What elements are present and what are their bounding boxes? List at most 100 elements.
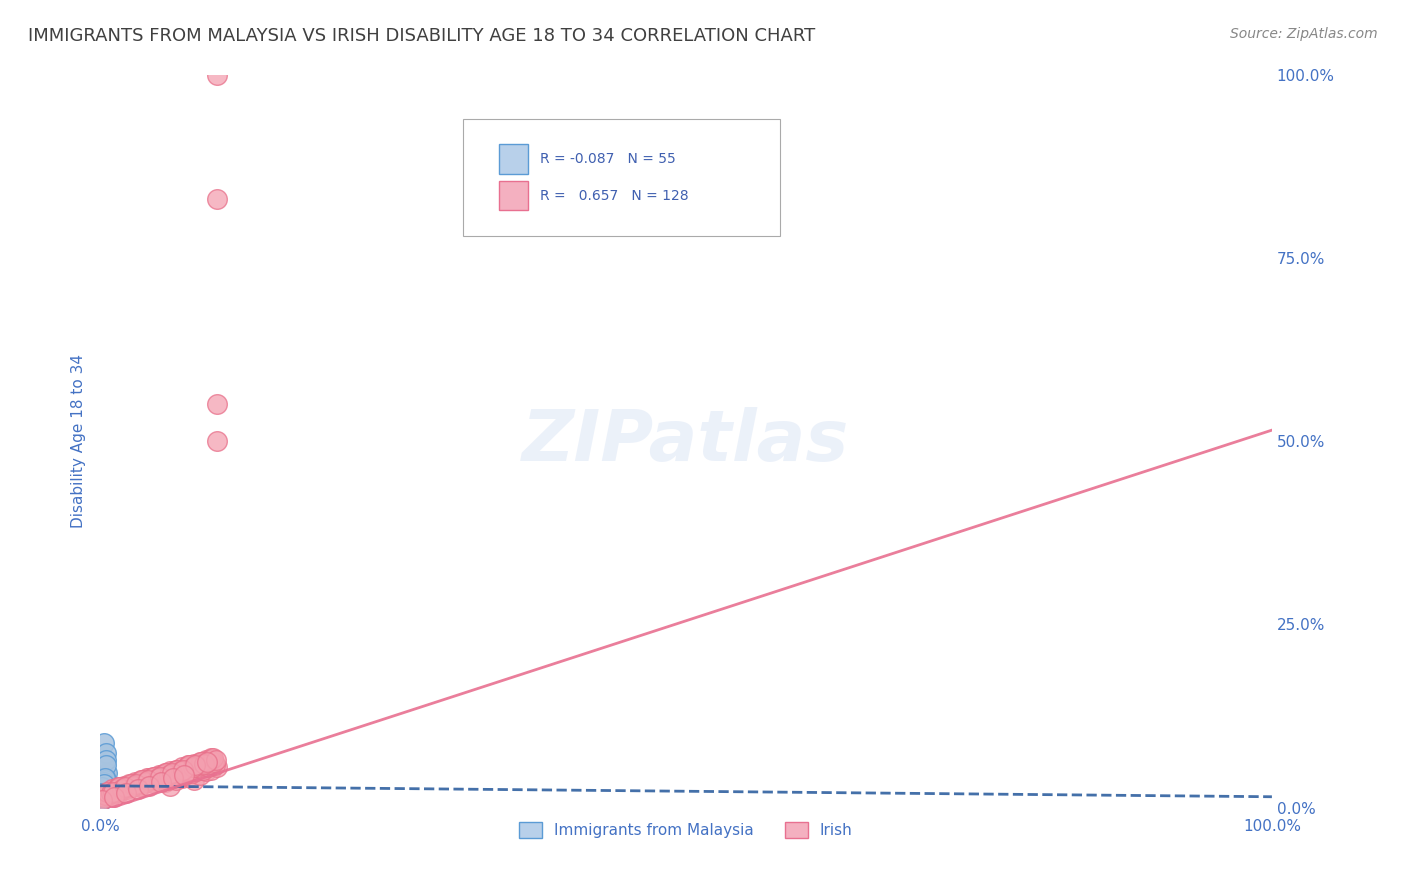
Point (159, 779, 181, 793)
Point (114, 780, 136, 795)
Point (125, 777, 148, 791)
Point (207, 434, 229, 449)
Point (94, 789, 117, 804)
Point (111, 782, 134, 797)
Point (91, 782, 114, 797)
Point (165, 764, 187, 778)
Point (166, 763, 188, 777)
Point (93, 777, 115, 791)
Point (127, 782, 149, 797)
Point (110, 780, 132, 795)
Point (93, 736, 115, 750)
Point (91, 784, 114, 798)
Point (94, 746, 117, 760)
Point (134, 772, 156, 787)
Point (181, 760, 204, 774)
Point (98, 784, 121, 798)
Point (90, 788, 112, 802)
Point (94, 758, 117, 772)
Point (91, 793, 114, 807)
Point (90, 792, 112, 806)
Point (91, 793, 114, 807)
Point (170, 764, 193, 778)
Point (207, 397, 229, 411)
Point (94, 772, 117, 786)
Point (136, 772, 159, 787)
Point (145, 770, 167, 784)
Point (177, 758, 200, 772)
Point (148, 770, 170, 784)
Point (93, 775, 115, 789)
Point (157, 768, 180, 782)
Point (93, 779, 115, 793)
Point (91, 788, 114, 802)
Point (174, 764, 197, 778)
Point (200, 763, 222, 777)
Point (136, 772, 159, 786)
Point (90, 789, 112, 804)
Point (188, 756, 211, 770)
Point (108, 780, 131, 795)
Point (191, 758, 214, 772)
Point (108, 784, 131, 798)
Point (194, 753, 217, 767)
Point (173, 768, 195, 782)
Point (90, 788, 112, 802)
Point (172, 763, 194, 777)
Point (155, 765, 177, 780)
Point (105, 782, 128, 797)
Point (118, 780, 141, 795)
Point (90, 786, 112, 800)
Point (195, 756, 218, 770)
Text: R =   0.657   N = 128: R = 0.657 N = 128 (540, 188, 688, 202)
Point (153, 765, 176, 780)
Point (93, 777, 115, 791)
Point (90, 788, 112, 802)
Point (96, 779, 118, 793)
Point (198, 756, 221, 771)
Point (142, 770, 165, 784)
Text: R = -0.087   N = 55: R = -0.087 N = 55 (540, 152, 675, 166)
Point (101, 784, 124, 798)
Point (96, 765, 118, 780)
Point (91, 786, 114, 800)
Point (120, 777, 142, 791)
Point (180, 765, 202, 780)
Point (200, 751, 222, 765)
Point (169, 770, 191, 784)
Point (162, 772, 184, 786)
Point (190, 756, 212, 770)
Point (94, 784, 117, 798)
Point (94, 753, 117, 767)
Point (93, 782, 115, 797)
Point (193, 756, 215, 771)
Point (176, 760, 198, 774)
Point (143, 772, 166, 787)
Point (204, 758, 226, 772)
Point (117, 779, 139, 793)
Text: Source: ZipAtlas.com: Source: ZipAtlas.com (1230, 27, 1378, 41)
Point (90, 789, 112, 804)
Point (122, 779, 145, 793)
Point (97, 788, 120, 802)
Point (129, 772, 152, 787)
Point (91, 780, 114, 795)
Point (90, 789, 112, 804)
Point (129, 777, 152, 791)
Point (193, 763, 215, 777)
Point (205, 753, 228, 767)
Point (149, 770, 172, 784)
Point (94, 786, 117, 800)
Point (101, 788, 124, 802)
Point (93, 780, 115, 795)
Point (207, 68, 229, 82)
Point (186, 764, 208, 778)
Point (146, 772, 169, 786)
Point (121, 780, 143, 795)
Point (101, 782, 124, 797)
Point (103, 782, 125, 797)
Point (115, 779, 138, 793)
Point (112, 779, 135, 793)
Point (90, 786, 112, 800)
Point (94, 788, 117, 802)
